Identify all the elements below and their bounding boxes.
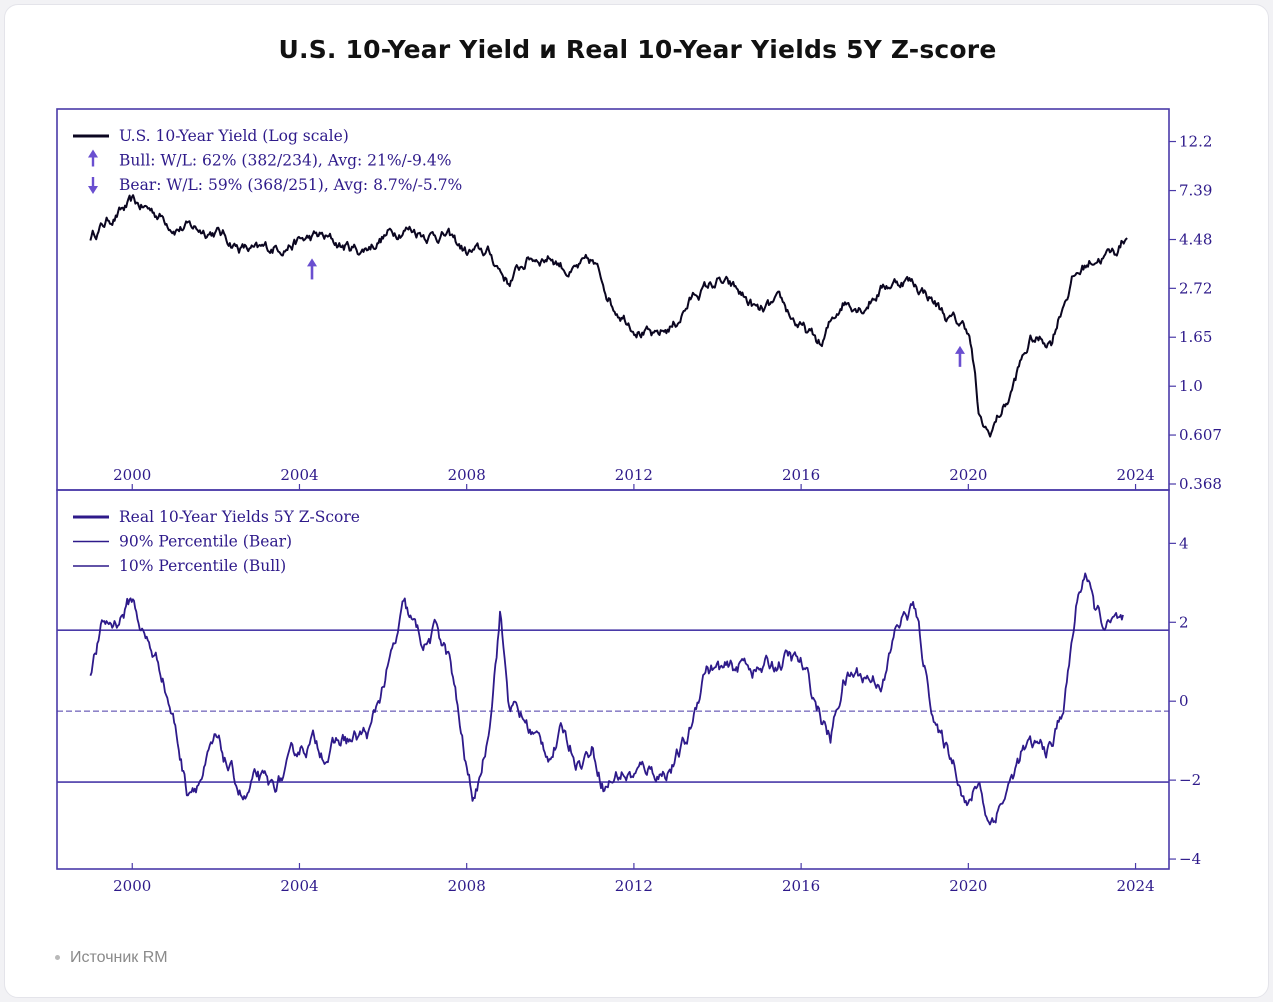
y-tick-label: −4 bbox=[1179, 850, 1201, 868]
source-note: Источник RM bbox=[55, 949, 168, 967]
chart-card: U.S. 10-Year Yield и Real 10-Year Yields… bbox=[4, 4, 1269, 998]
source-text: Источник RM bbox=[70, 949, 168, 966]
y-tick-label: 2.72 bbox=[1179, 279, 1212, 297]
x-tick-label: 2012 bbox=[615, 466, 653, 484]
y-tick-label: 0.607 bbox=[1179, 426, 1222, 444]
y-tick-label: 0.368 bbox=[1179, 475, 1222, 493]
legend-label: Bull: W/L: 62% (382/234), Avg: 21%/-9.4% bbox=[119, 152, 451, 170]
legend-label: 10% Percentile (Bull) bbox=[119, 557, 286, 575]
x-tick-label: 2000 bbox=[113, 877, 151, 895]
chart-title: U.S. 10-Year Yield и Real 10-Year Yields… bbox=[278, 35, 997, 64]
x-tick-label: 2016 bbox=[782, 877, 820, 895]
y-tick-label: 1.65 bbox=[1179, 328, 1212, 346]
legend-label: U.S. 10-Year Yield (Log scale) bbox=[119, 127, 349, 145]
bullet-dot bbox=[55, 955, 60, 961]
x-tick-label: 2020 bbox=[949, 877, 987, 895]
series-line-1 bbox=[89, 194, 1128, 438]
y-tick-label: −2 bbox=[1179, 771, 1201, 789]
x-tick-label: 2000 bbox=[113, 466, 151, 484]
x-tick-label: 2004 bbox=[280, 877, 318, 895]
y-tick-label: 2 bbox=[1179, 613, 1189, 631]
x-tick-label: 2008 bbox=[448, 466, 486, 484]
chart-svg: 12.2 7.39 4.48 2.72 1.65 1.0 0.607 0.368 2000 200… bbox=[56, 108, 1222, 895]
bull-arrow-head bbox=[954, 345, 965, 354]
x-tick-label: 2004 bbox=[280, 466, 318, 484]
x-tick-label: 2008 bbox=[448, 877, 486, 895]
x-tick-label: 2020 bbox=[949, 466, 987, 484]
y-tick-label: 1.0 bbox=[1179, 377, 1203, 395]
x-tick-label: 2024 bbox=[1116, 877, 1154, 895]
legend-bull-arrow-head bbox=[88, 149, 98, 158]
y-tick-label: 7.39 bbox=[1179, 182, 1212, 200]
legend-bear-arrow-head bbox=[88, 186, 98, 194]
bull-arrow-head bbox=[307, 258, 318, 267]
x-tick-label: 2024 bbox=[1116, 466, 1154, 484]
legend-label: 90% Percentile (Bear) bbox=[119, 533, 292, 551]
legend-label: Real 10-Year Yields 5Y Z-Score bbox=[119, 508, 360, 526]
y-tick-label: 4 bbox=[1179, 534, 1189, 552]
y-tick-label: 0 bbox=[1179, 692, 1189, 710]
legend-label: Bear: W/L: 59% (368/251), Avg: 8.7%/-5.7… bbox=[119, 176, 462, 194]
y-tick-label: 12.2 bbox=[1179, 133, 1212, 151]
x-tick-label: 2012 bbox=[615, 877, 653, 895]
y-tick-label: 4.48 bbox=[1179, 231, 1212, 249]
x-tick-label: 2016 bbox=[782, 466, 820, 484]
panel-frame-2 bbox=[56, 489, 1170, 870]
series-line-2 bbox=[89, 572, 1124, 826]
